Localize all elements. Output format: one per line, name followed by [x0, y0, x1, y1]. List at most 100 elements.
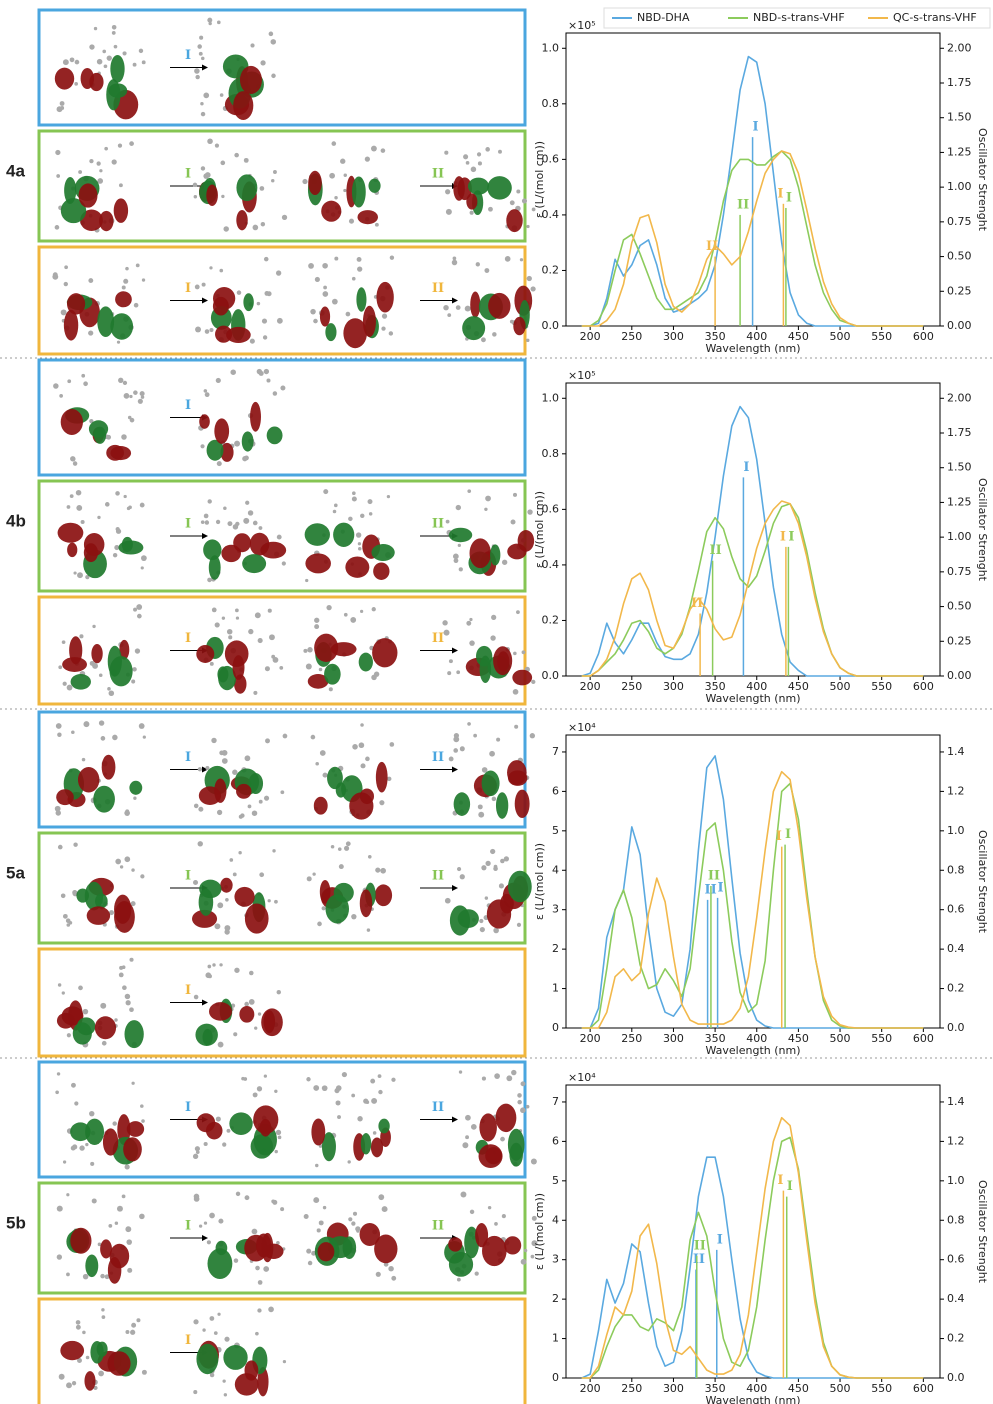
atom: [224, 1393, 227, 1396]
atom: [274, 1090, 277, 1093]
plot-frame: [566, 383, 940, 676]
orbital-lobe: [242, 554, 266, 573]
atom: [271, 179, 274, 182]
atom: [82, 758, 86, 762]
atom: [222, 616, 225, 619]
orbital-lobe: [308, 171, 322, 195]
atom: [356, 532, 361, 537]
orbital-lobe: [260, 1119, 272, 1137]
orbital-lobe: [123, 1137, 142, 1161]
atom: [447, 671, 451, 675]
plot-frame: [566, 1085, 940, 1378]
atom: [337, 1115, 341, 1119]
atom: [463, 154, 468, 159]
orbital-lobe: [448, 1237, 462, 1251]
atom: [112, 31, 116, 35]
atom: [505, 256, 511, 262]
arrow-head: [452, 298, 458, 304]
atom: [198, 841, 203, 846]
stick-label: II: [693, 1252, 705, 1267]
orbital-lobe: [55, 68, 74, 90]
atom: [101, 736, 106, 741]
molecule: [58, 490, 147, 579]
orbital-lobe: [115, 291, 132, 307]
atom: [108, 1224, 112, 1228]
transition-label: II: [432, 517, 444, 532]
atom: [352, 497, 357, 502]
atom: [219, 269, 223, 273]
orbital-lobe: [81, 68, 94, 89]
y2-axis-label: Oscillator Strenght: [976, 128, 989, 232]
atom: [116, 527, 120, 531]
y2-tick-label: 0.00: [947, 669, 972, 682]
atom: [207, 1240, 211, 1244]
y-tick-label: 1: [552, 982, 559, 995]
orbital-lobe: [236, 784, 251, 799]
y-tick-label: 2: [552, 942, 559, 955]
transition-label: II: [432, 750, 444, 765]
atom: [102, 50, 106, 54]
atom: [303, 649, 307, 653]
atom: [59, 1374, 65, 1380]
transition-label: II: [432, 1100, 444, 1115]
molecule: [58, 604, 142, 696]
orbital-lobe: [214, 418, 229, 443]
atom: [119, 966, 123, 970]
atom: [258, 1012, 261, 1015]
orbital-lobe: [213, 297, 229, 316]
atom: [516, 190, 520, 194]
orbital-lobe: [509, 1143, 523, 1167]
atom: [193, 1154, 198, 1159]
orbital-lobe: [103, 1128, 118, 1155]
atom: [315, 1164, 318, 1167]
atom: [131, 868, 134, 871]
transition-label: I: [185, 1219, 191, 1234]
atom: [135, 648, 140, 653]
atom: [224, 925, 230, 931]
atom: [98, 1371, 104, 1377]
atom: [453, 736, 459, 742]
atom: [365, 157, 370, 162]
orbital-lobe: [496, 1104, 517, 1132]
atom: [61, 309, 67, 315]
atom: [63, 914, 68, 919]
atom: [200, 444, 204, 448]
x-tick-label: 250: [621, 330, 642, 343]
arrow-head: [202, 298, 208, 304]
transition-label: I: [185, 281, 191, 296]
atom: [263, 335, 267, 339]
atom: [453, 257, 457, 261]
atom: [67, 685, 73, 691]
molecule: [194, 18, 276, 120]
molecule: [201, 499, 286, 582]
spectrum-line: [582, 1157, 924, 1378]
orbital-lobe: [475, 1223, 488, 1247]
orbital-lobe: [326, 894, 350, 923]
atom: [381, 327, 385, 331]
x-tick-label: 300: [663, 680, 684, 693]
atom: [470, 211, 474, 215]
y2-tick-label: 1.4: [947, 1095, 965, 1108]
atom: [530, 733, 535, 738]
atom: [230, 369, 236, 375]
atom: [217, 1313, 220, 1316]
orbital-lobe: [305, 523, 330, 546]
orbital-lobe: [64, 310, 78, 341]
atom: [107, 56, 112, 61]
atom: [99, 720, 104, 725]
atom: [219, 751, 224, 756]
molecule: [308, 255, 394, 348]
atom: [333, 510, 337, 514]
legend-label: QC-s-trans-VHF: [893, 11, 977, 24]
atom: [205, 172, 211, 178]
atom: [136, 1318, 140, 1322]
atom: [360, 610, 363, 613]
y-tick-label: 0.8: [542, 97, 560, 110]
transition-label: I: [185, 1100, 191, 1115]
y-tick-label: 4: [552, 863, 559, 876]
atom: [378, 1194, 384, 1200]
x-tick-label: 600: [913, 1382, 934, 1395]
spectrum-line: [582, 784, 924, 1029]
atom: [366, 1100, 370, 1104]
y-axis-label: ε (L/(mol cm)): [533, 1193, 546, 1270]
